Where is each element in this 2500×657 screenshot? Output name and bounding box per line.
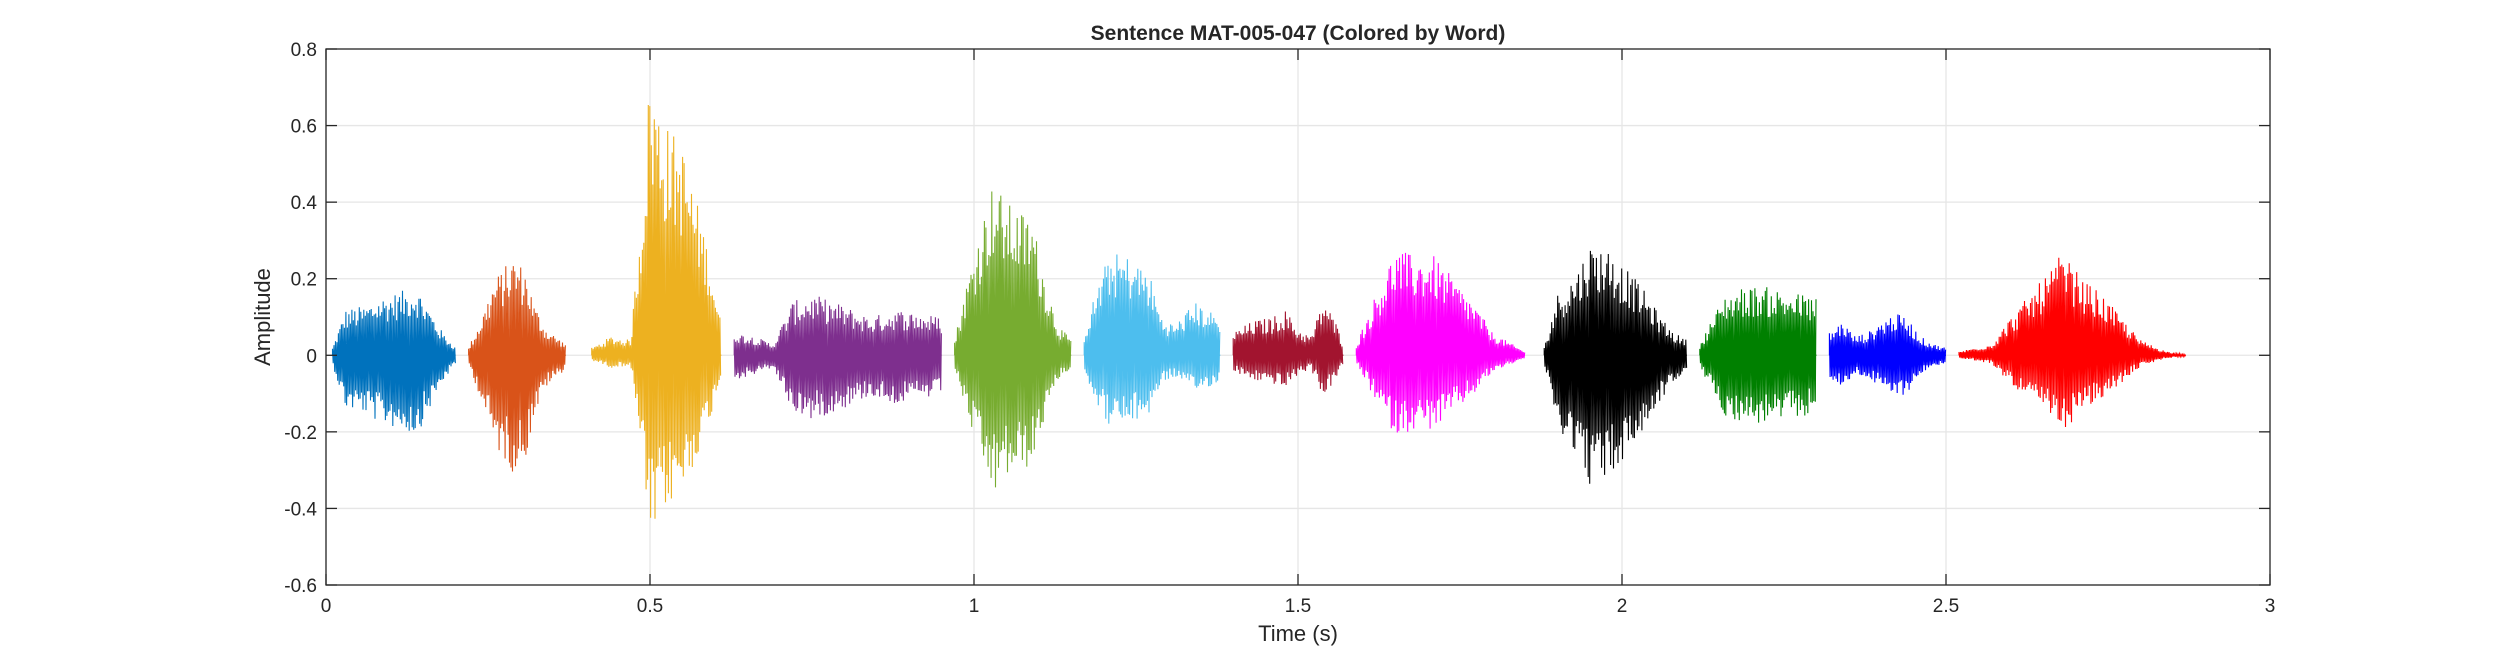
word-waveform-11 (1828, 314, 1947, 395)
y-tick-label: -0.4 (284, 499, 317, 520)
x-tick-label: 0.5 (637, 596, 663, 617)
waveform-trace (1083, 254, 1221, 424)
y-tick-label: -0.6 (284, 576, 317, 597)
y-tick-label: 0.4 (291, 193, 318, 214)
x-tick-label: 2 (1617, 596, 1628, 617)
word-waveform-7 (1232, 310, 1344, 392)
axis-ticks (325, 48, 2271, 586)
word-waveform-4 (733, 296, 942, 419)
waveform-trace (1355, 252, 1526, 433)
waveform-trace (1232, 310, 1344, 392)
x-tick-label: 0 (321, 596, 332, 617)
word-waveform-9 (1543, 250, 1688, 484)
y-tick-label: 0.6 (291, 117, 317, 138)
waveform-trace (1699, 287, 1817, 423)
word-waveform-1 (331, 290, 456, 431)
waveform-trace (468, 266, 566, 472)
y-tick-label: 0.8 (291, 40, 317, 61)
y-tick-label: 0 (306, 346, 317, 367)
word-waveform-12 (1958, 257, 2187, 428)
word-waveform-8 (1355, 252, 1526, 433)
y-tick-labels: -0.6 -0.4 -0.2 0 0.2 0.4 0.6 0.8 (284, 40, 317, 597)
word-waveform-6 (1083, 254, 1221, 424)
waveform-trace (954, 191, 1072, 488)
word-waveform-2 (468, 266, 566, 472)
y-tick-label: -0.2 (284, 423, 317, 444)
waveform-series-group (331, 104, 2187, 519)
waveform-trace (331, 290, 456, 431)
word-waveform-3 (591, 104, 722, 519)
y-axis-label: Amplitude (250, 268, 275, 366)
word-waveform-10 (1699, 287, 1817, 423)
waveform-trace (1958, 257, 2187, 428)
word-waveform-5 (954, 191, 1072, 488)
waveform-trace (1543, 250, 1688, 484)
chart-title: Sentence MAT-005-047 (Colored by Word) (1091, 22, 1506, 45)
x-tick-label: 1.5 (1285, 596, 1311, 617)
waveform-trace (733, 296, 942, 419)
x-tick-labels: 0 0.5 1 1.5 2 2.5 3 (321, 596, 2276, 617)
x-tick-label: 2.5 (1933, 596, 1959, 617)
x-tick-label: 1 (969, 596, 980, 617)
y-tick-label: 0.2 (291, 270, 317, 291)
x-tick-label: 3 (2265, 596, 2276, 617)
x-axis-label: Time (s) (1258, 621, 1338, 646)
waveform-trace (591, 104, 722, 519)
